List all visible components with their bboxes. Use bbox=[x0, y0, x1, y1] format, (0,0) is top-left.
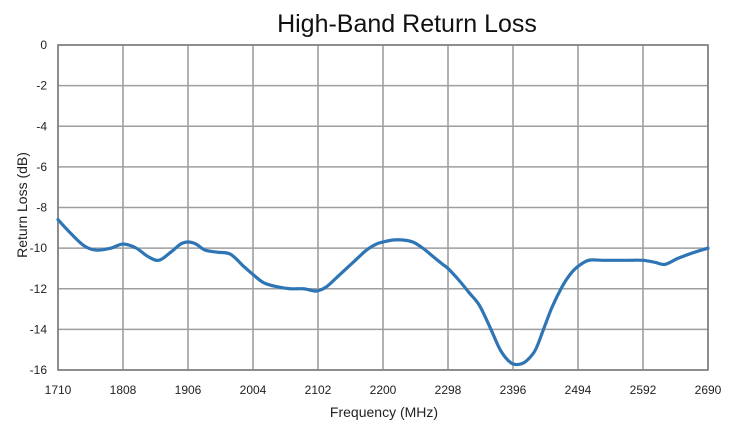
x-tick-label: 2592 bbox=[630, 383, 657, 397]
plot-frame bbox=[57, 44, 709, 371]
chart-title: High-Band Return Loss bbox=[277, 10, 537, 38]
y-tick-label: -16 bbox=[30, 363, 48, 377]
x-tick-label: 1808 bbox=[110, 383, 137, 397]
y-tick-label: -6 bbox=[36, 160, 47, 174]
y-axis-label: Return Loss (dB) bbox=[14, 152, 30, 258]
y-tick-label: -8 bbox=[36, 201, 47, 215]
x-tick-label: 2494 bbox=[565, 383, 592, 397]
x-tick-label: 2690 bbox=[695, 383, 722, 397]
x-tick-label: 2102 bbox=[305, 383, 332, 397]
x-axis-label: Frequency (MHz) bbox=[330, 404, 438, 420]
return-loss-series-line bbox=[56, 218, 710, 367]
y-tick-label: -14 bbox=[30, 322, 48, 336]
x-tick-label: 1906 bbox=[175, 383, 202, 397]
y-tick-label: -12 bbox=[30, 282, 48, 296]
grid bbox=[57, 44, 709, 371]
x-tick-label: 2200 bbox=[370, 383, 397, 397]
x-tick-label: 1710 bbox=[45, 383, 72, 397]
x-tick-label: 2298 bbox=[435, 383, 462, 397]
x-tick-label: 2396 bbox=[500, 383, 527, 397]
x-tick-label: 2004 bbox=[240, 383, 267, 397]
y-tick-label: -4 bbox=[36, 119, 47, 133]
y-tick-label: -2 bbox=[36, 79, 47, 93]
tick-labels: 1710 1808 1906 2004 2102 2200 2298 2396 2494 2592… bbox=[30, 38, 722, 397]
y-tick-label: 0 bbox=[40, 38, 47, 52]
y-tick-label: -10 bbox=[30, 241, 48, 255]
